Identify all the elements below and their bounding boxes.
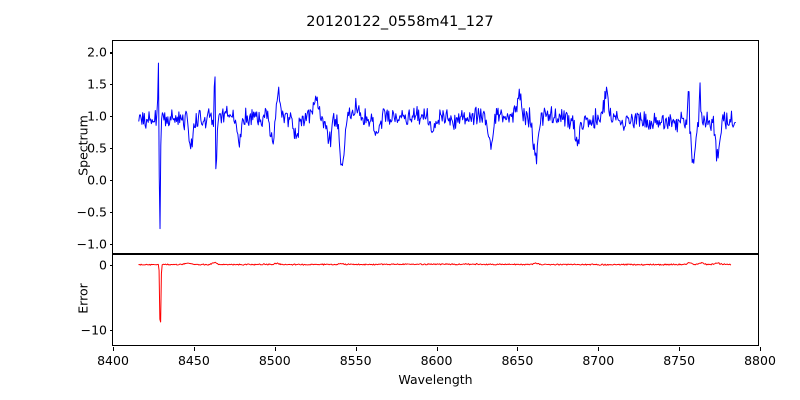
y-tick-label: −0.5 — [76, 204, 107, 220]
x-tick-mark — [113, 347, 115, 351]
x-tick-label: 8600 — [420, 353, 453, 368]
spectrum-line-svg — [138, 62, 736, 230]
x-tick-mark — [355, 347, 357, 351]
x-tick-mark — [679, 347, 681, 351]
x-tick-mark — [274, 347, 276, 351]
y-tick-mark — [109, 243, 113, 245]
error-series-line — [138, 261, 732, 323]
error-axes: 0 −10 8400 8450 8500 8550 8600 8650 8700 8750 880… — [76, 254, 776, 368]
error-line-svg — [138, 261, 732, 323]
x-tick-mark — [517, 347, 519, 351]
spectrum-axis-label: Spectrum — [75, 115, 91, 176]
y-tick-mark — [109, 179, 113, 181]
y-tick-mark — [109, 52, 113, 54]
x-tick-mark — [436, 347, 438, 351]
x-tick-label: 8550 — [339, 353, 372, 368]
spectrum-axes: 2.0 1.5 1.0 0.5 0.0 −0.5 −1.0 Spectrum — [76, 40, 759, 254]
x-tick-mark — [598, 347, 600, 351]
y-tick-mark — [109, 265, 113, 267]
y-tick-label: 0.0 — [87, 172, 107, 188]
y-tick-label: −10 — [80, 322, 107, 338]
x-tick-mark — [760, 347, 762, 351]
y-tick-label: 1.0 — [87, 108, 107, 124]
y-tick-mark — [109, 148, 113, 150]
x-tick-label: 8400 — [97, 353, 129, 368]
y-tick-mark — [109, 330, 113, 332]
x-tick-label: 8450 — [177, 353, 210, 368]
wavelength-axis-label: Wavelength — [398, 372, 473, 387]
y-tick-mark — [109, 211, 113, 213]
x-tick-label: 8800 — [744, 353, 776, 368]
y-tick-mark — [109, 116, 113, 118]
y-tick-label: 1.5 — [87, 76, 107, 92]
y-tick-mark — [109, 84, 113, 86]
y-tick-label: −1.0 — [76, 236, 107, 252]
x-tick-label: 8500 — [258, 353, 291, 368]
x-tick-label: 8700 — [582, 353, 615, 368]
page-title: 20120122_0558m41_127 — [306, 14, 494, 30]
y-tick-label: 0.5 — [87, 140, 107, 156]
x-tick-label: 8650 — [501, 353, 534, 368]
x-tick-label: 8750 — [663, 353, 696, 368]
y-tick-label: 2.0 — [87, 44, 107, 60]
spectrum-series-line — [138, 62, 736, 230]
y-tick-label: 0 — [99, 257, 107, 273]
error-axis-label: Error — [75, 283, 91, 314]
x-tick-mark — [193, 347, 195, 351]
